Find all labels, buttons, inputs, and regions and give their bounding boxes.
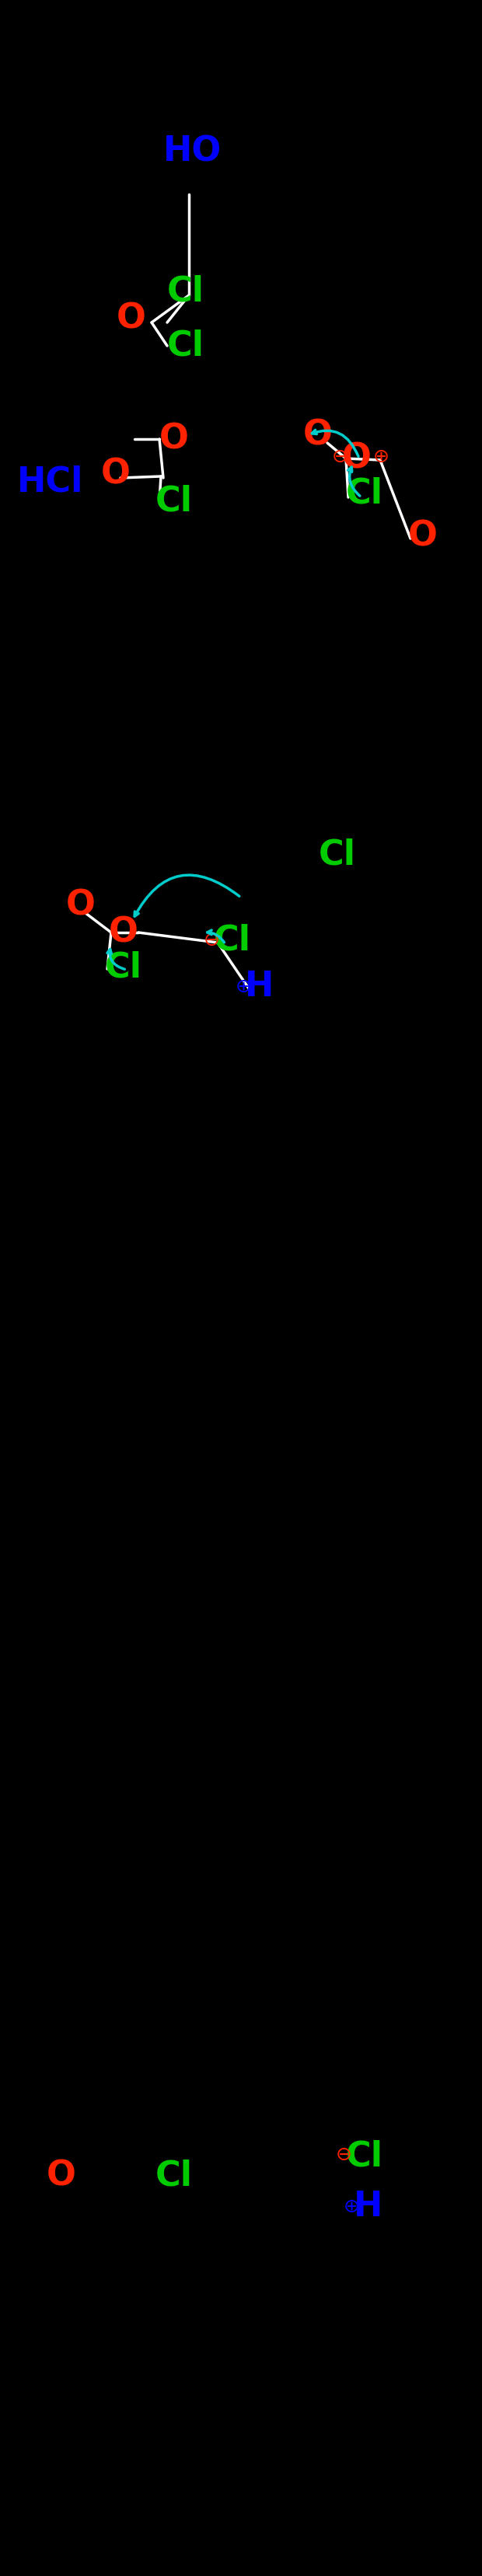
Text: ⊕: ⊕ — [373, 448, 389, 466]
Text: O: O — [109, 917, 138, 948]
Text: ⊕: ⊕ — [343, 2197, 360, 2215]
Text: Cl: Cl — [346, 2141, 383, 2174]
Text: Cl: Cl — [167, 330, 204, 363]
Text: HCl: HCl — [17, 466, 83, 500]
Text: O: O — [303, 417, 333, 451]
Text: ⊖: ⊖ — [203, 930, 220, 951]
Text: Cl: Cl — [214, 925, 251, 956]
Text: ⊖: ⊖ — [335, 2146, 352, 2164]
Text: Cl: Cl — [346, 477, 383, 510]
Text: O: O — [408, 520, 438, 554]
Text: Cl: Cl — [167, 276, 204, 309]
Text: O: O — [342, 440, 372, 474]
Text: ⊕: ⊕ — [235, 976, 252, 997]
Text: ⊖: ⊖ — [332, 448, 348, 466]
Text: O: O — [47, 2159, 76, 2192]
Text: Cl: Cl — [156, 2159, 193, 2192]
Text: H: H — [354, 2190, 383, 2223]
Text: O: O — [160, 422, 189, 456]
Text: Cl: Cl — [105, 951, 142, 984]
Text: O: O — [101, 459, 131, 489]
Text: Cl: Cl — [156, 484, 193, 518]
Text: HO: HO — [163, 134, 222, 167]
Text: O: O — [66, 889, 95, 922]
Text: H: H — [245, 971, 274, 1005]
Text: Cl: Cl — [319, 837, 356, 871]
Text: O: O — [117, 301, 146, 335]
